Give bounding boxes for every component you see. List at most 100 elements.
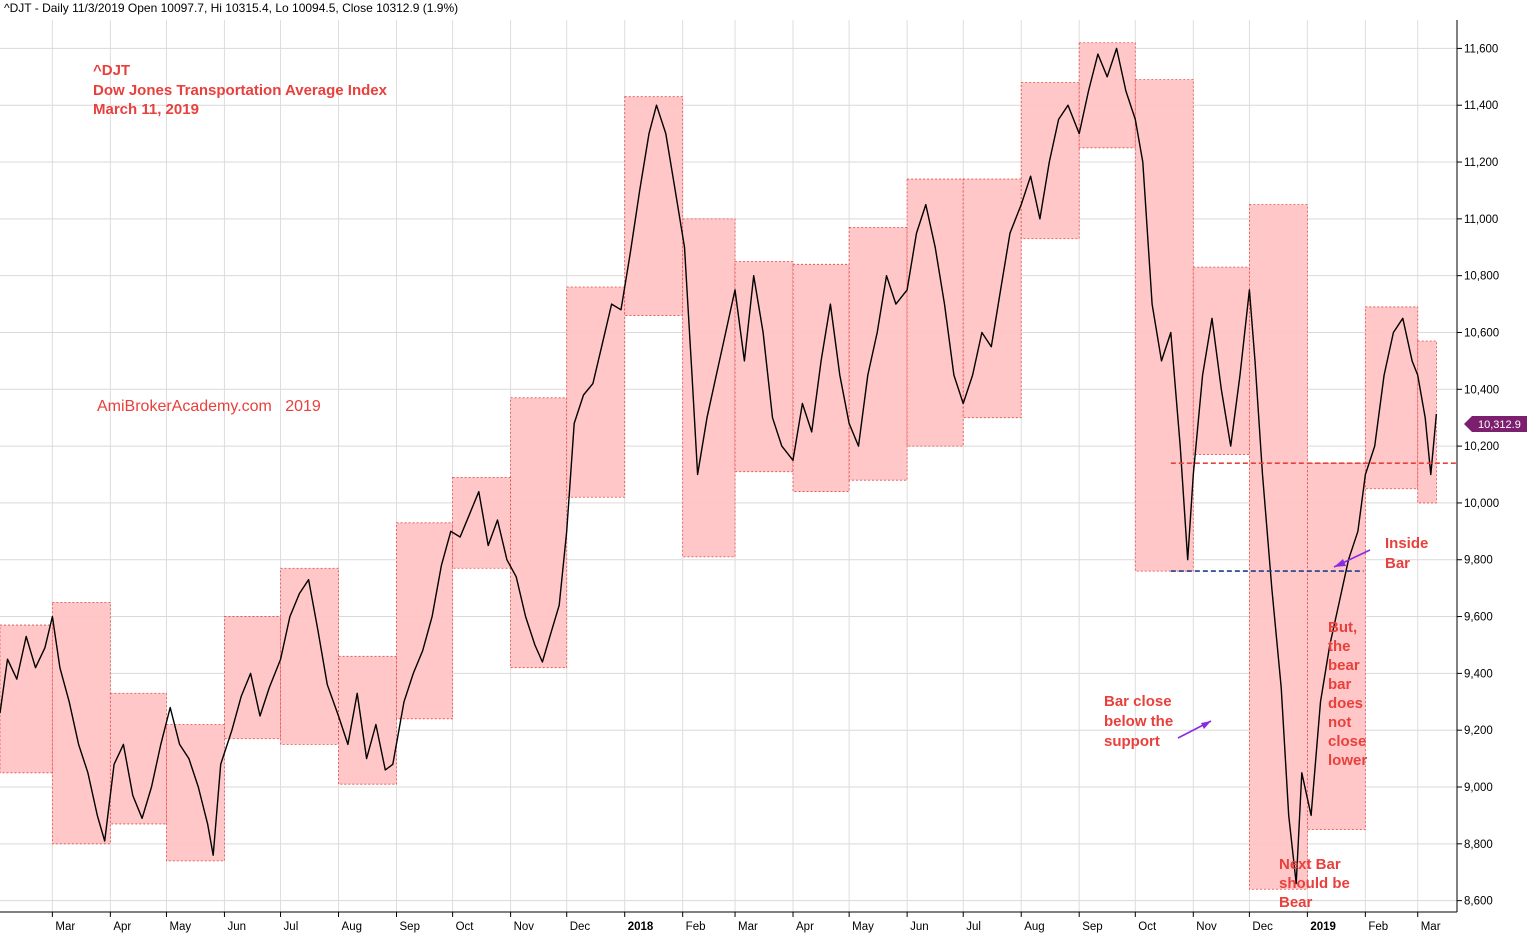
y-tick-label: 10,200 — [1464, 441, 1499, 453]
y-tick-label: 10,000 — [1464, 498, 1499, 510]
y-tick-label: 11,200 — [1464, 157, 1498, 169]
monthly-range-box — [224, 616, 281, 740]
y-tick-label: 11,000 — [1464, 214, 1498, 226]
watermark: AmiBrokerAcademy.com 2019 — [97, 398, 321, 415]
y-tick-label: 11,400 — [1464, 100, 1498, 112]
y-tick-label: 8,800 — [1464, 839, 1493, 851]
annotation-but-bear-line-1: But, — [1328, 619, 1357, 636]
monthly-range-box — [906, 178, 964, 447]
chart-title: Dow Jones Transportation Average Index — [93, 82, 388, 99]
y-tick-label: 9,200 — [1464, 725, 1493, 737]
level-lines — [1170, 462, 1457, 572]
annotation-but-bear-line-3: bear — [1328, 657, 1360, 674]
axes: 8,600 8,800 9,000 9,200 9,400 9,600 9,800 10,00… — [0, 20, 1499, 933]
annotation-next-bar: Next Bar should be Bear — [1279, 856, 1350, 911]
annotation-next-bar-line-3: Bear — [1279, 894, 1313, 911]
annotation-bar-close-line-2: below the — [1104, 713, 1173, 730]
monthly-range-box — [1192, 266, 1250, 456]
y-tick-label: 11,600 — [1464, 43, 1498, 55]
annotation-but-bear: But, the bear bar does not close lower — [1328, 619, 1367, 769]
x-tick-label: Mar — [1421, 921, 1441, 933]
annotation-but-bear-line-4: bar — [1328, 676, 1352, 693]
monthly-range-box — [280, 567, 339, 745]
monthly-range-box — [166, 724, 225, 862]
x-tick-label: Apr — [796, 921, 814, 933]
monthly-range-box — [338, 655, 397, 785]
annotation-but-bear-line-5: does — [1328, 695, 1363, 712]
annotation-bar-close-line-3: support — [1104, 733, 1160, 750]
x-tick-label: Sep — [1082, 921, 1102, 933]
x-tick-label: Oct — [1138, 921, 1157, 933]
annotation-arrows — [1177, 549, 1371, 739]
monthly-range-box — [624, 96, 684, 316]
annotation-next-bar-line-1: Next Bar — [1279, 856, 1341, 873]
price-series — [0, 47, 1438, 885]
x-tick-label: 2019 — [1310, 921, 1336, 933]
y-tick-label: 10,600 — [1464, 327, 1499, 339]
annotation-inside-bar-line-2: Bar — [1385, 555, 1410, 572]
x-tick-label: Oct — [456, 921, 475, 933]
x-tick-label: Feb — [686, 921, 706, 933]
x-tick-label: Dec — [1252, 921, 1273, 933]
x-tick-label: Jul — [966, 921, 981, 933]
annotation-next-bar-line-2: should be — [1279, 875, 1350, 892]
x-tick-label: Jun — [227, 921, 246, 933]
price-badge-shape — [1464, 416, 1527, 432]
monthly-range-boxes — [0, 42, 1437, 890]
annotation-inside-bar: Inside Bar — [1385, 535, 1428, 572]
y-tick-label: 10,800 — [1464, 271, 1499, 283]
monthly-range-box — [452, 476, 512, 569]
chart-header: ^DJT - Daily 11/3/2019 Open 10097.7, Hi … — [4, 1, 458, 15]
x-tick-label: Aug — [1024, 921, 1044, 933]
y-tick-label: 9,000 — [1464, 782, 1493, 794]
monthly-range-box — [734, 261, 794, 473]
x-tick-label: May — [169, 921, 191, 933]
annotation-but-bear-line-6: not — [1328, 714, 1351, 731]
monthly-range-box — [566, 286, 626, 498]
y-tick-label: 9,600 — [1464, 612, 1493, 624]
monthly-range-box — [1078, 42, 1136, 149]
x-tick-label: 2018 — [628, 921, 654, 933]
monthly-range-box — [1364, 306, 1419, 490]
annotation-but-bear-line-7: close — [1328, 733, 1366, 750]
chart-date: March 11, 2019 — [93, 101, 199, 118]
last-price-label: 10,312.9 — [1478, 419, 1521, 431]
monthly-range-box — [396, 522, 454, 720]
x-tick-label: Feb — [1368, 921, 1388, 933]
price-badge: 10,312.9 — [1464, 416, 1527, 432]
monthly-range-box — [1417, 340, 1437, 504]
x-tick-label: Mar — [738, 921, 758, 933]
x-tick-label: Aug — [342, 921, 362, 933]
x-tick-label: Jun — [910, 921, 929, 933]
x-tick-label: Sep — [400, 921, 420, 933]
x-tick-label: Nov — [1196, 921, 1217, 933]
monthly-range-box — [51, 601, 111, 845]
monthly-range-box — [848, 226, 908, 481]
annotation-bar-close: Bar close below the support — [1104, 693, 1173, 750]
annotation-inside-bar-line-1: Inside — [1385, 535, 1428, 552]
arrow-head — [1201, 721, 1211, 729]
monthly-range-box — [1306, 462, 1366, 831]
y-tick-label: 9,800 — [1464, 555, 1493, 567]
annotation-bar-close-line-1: Bar close — [1104, 693, 1172, 710]
y-tick-label: 8,600 — [1464, 896, 1493, 908]
x-tick-label: Mar — [55, 921, 75, 933]
monthly-range-box — [682, 218, 736, 558]
monthly-range-box — [962, 178, 1022, 419]
monthly-range-box — [1134, 79, 1194, 572]
x-tick-label: Nov — [514, 921, 535, 933]
monthly-range-box — [510, 397, 568, 669]
annotation-but-bear-line-2: the — [1328, 638, 1351, 655]
annotation-but-bear-line-8: lower — [1328, 752, 1367, 769]
price-line — [0, 47, 1438, 885]
x-tick-label: Apr — [113, 921, 131, 933]
x-tick-label: Jul — [284, 921, 299, 933]
monthly-range-box — [1248, 204, 1308, 890]
y-tick-label: 9,400 — [1464, 668, 1493, 680]
title-symbol: ^DJT — [93, 62, 130, 79]
arrow-head — [1334, 559, 1346, 567]
y-tick-label: 10,400 — [1464, 384, 1499, 396]
x-tick-label: May — [852, 921, 874, 933]
x-tick-label: Dec — [570, 921, 591, 933]
